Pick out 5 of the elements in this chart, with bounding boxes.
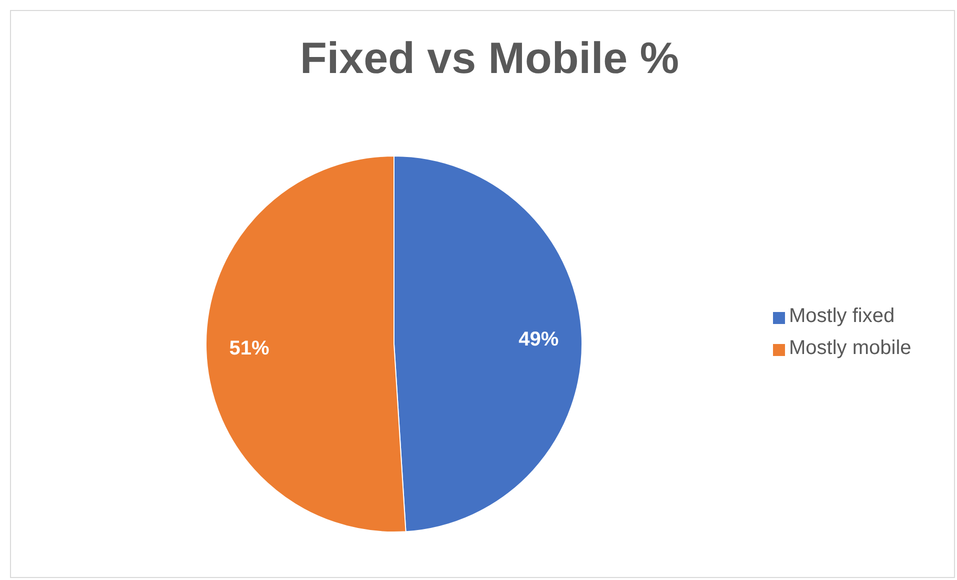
data-label: 49% <box>518 328 559 350</box>
legend-label: Mostly fixed <box>789 305 895 327</box>
chart-title: Fixed vs Mobile % <box>299 34 680 84</box>
data-label: 51% <box>229 338 270 360</box>
legend-label: Mostly mobile <box>789 337 912 359</box>
